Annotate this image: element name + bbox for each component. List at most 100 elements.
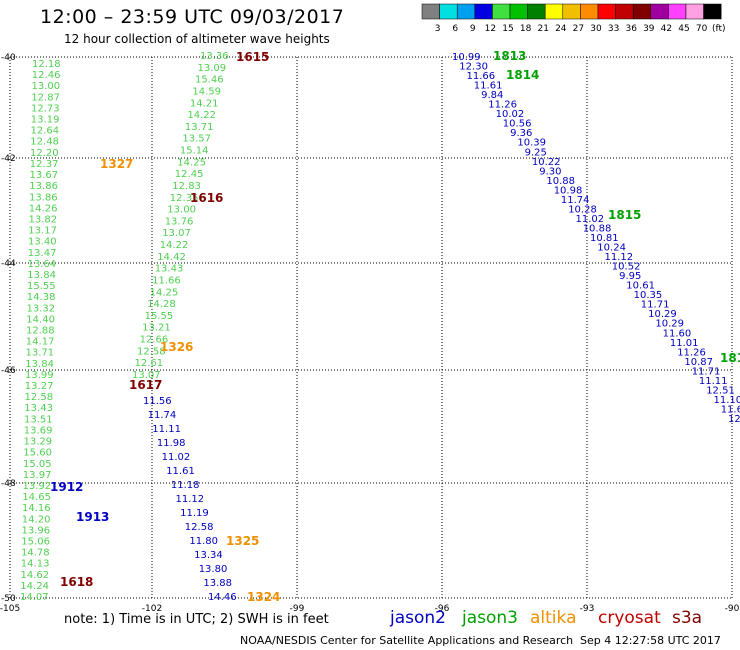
wave-height-label: 12.18 <box>32 59 61 70</box>
wave-height-label: 11.12 <box>605 252 634 263</box>
wave-height-label: 9.25 <box>525 147 547 158</box>
wave-height-label: 12.45 <box>175 169 204 180</box>
wave-height-label: 12.58 <box>185 522 214 533</box>
pass-number: 1615 <box>236 50 269 64</box>
scale-label: 6 <box>452 24 458 34</box>
scale-label: 30 <box>590 24 602 34</box>
lat-label: -50 <box>1 594 16 604</box>
wave-height-label: 11.98 <box>157 438 186 449</box>
wave-height-label: 13.99 <box>25 370 54 381</box>
scale-bin <box>703 3 722 20</box>
wave-height-label: 10.02 <box>496 109 525 120</box>
wave-height-label: 15.46 <box>195 75 224 86</box>
lon-label: -90 <box>725 604 740 614</box>
wave-height-label: 11.66 <box>152 276 181 287</box>
footer-credit: NOAA/NESDIS Center for Satellite Applica… <box>240 634 574 647</box>
wave-height-label: 11.02 <box>576 214 605 225</box>
wave-height-label: 13.07 <box>132 370 161 381</box>
lon-label: -99 <box>290 604 305 614</box>
wave-height-label: 12.66 <box>140 335 169 346</box>
wave-height-label: 13.67 <box>30 170 59 181</box>
legend-cryosat: cryosat <box>598 608 661 628</box>
wave-height-label: 13.32 <box>27 303 56 314</box>
wave-height-label: 13.71 <box>185 122 214 133</box>
wave-height-label: 14.42 <box>157 252 186 263</box>
wave-height-label: 10.98 <box>554 185 583 196</box>
lon-label: -102 <box>142 604 162 614</box>
wave-height-label: 10.99 <box>452 52 481 63</box>
wave-height-label: 10.28 <box>568 204 597 215</box>
wave-height-label: 13.00 <box>32 81 61 92</box>
wave-height-label: 11.02 <box>162 452 191 463</box>
scale-label: 33 <box>608 24 619 34</box>
wave-height-label: 11.11 <box>152 424 181 435</box>
wave-height-label: 13.71 <box>26 348 55 359</box>
pass-number: 1815 <box>608 208 641 222</box>
wave-height-label: 14.59 <box>192 86 221 97</box>
legend-jason3: jason3 <box>462 608 518 628</box>
pass-number: 1325 <box>226 534 259 548</box>
wave-height-label: 13.86 <box>29 181 58 192</box>
lat-label: -48 <box>1 479 16 489</box>
wave-height-label: 10.88 <box>583 224 612 235</box>
wave-height-label: 14.26 <box>29 203 58 214</box>
wave-height-label: 10.39 <box>517 138 546 149</box>
wave-height-label: 14.13 <box>21 559 50 570</box>
wave-height-label: 13.17 <box>28 226 57 237</box>
wave-height-label: 11.10 <box>714 395 740 406</box>
scale-label: 12 <box>485 24 496 34</box>
wave-height-label: 13.47 <box>28 248 57 259</box>
wave-height-label: 14.38 <box>27 292 56 303</box>
wave-height-label: 11.01 <box>670 338 699 349</box>
scale-label: 36 <box>625 24 637 34</box>
wave-height-label: 12.48 <box>30 137 59 148</box>
footer-timestamp: Sep 4 12:27:58 UTC 2017 <box>580 634 721 647</box>
wave-height-label: 14.28 <box>147 299 176 310</box>
wave-height-label: 13.86 <box>29 192 58 203</box>
wave-height-label: 14.20 <box>22 514 51 525</box>
wave-height-label: 11.56 <box>143 396 172 407</box>
scale-label: 42 <box>661 24 672 34</box>
scale-label: 21 <box>537 24 548 34</box>
wave-height-label: 11.6 <box>721 405 740 416</box>
wave-height-label: 13.84 <box>25 359 54 370</box>
wave-height-label: 13.34 <box>194 550 223 561</box>
wave-height-label: 13.19 <box>31 115 60 126</box>
wave-height-label: 11.61 <box>166 466 195 477</box>
wave-height-label: 10.22 <box>532 157 561 168</box>
wave-height-label: 13.40 <box>28 237 57 248</box>
lat-label: -42 <box>1 154 16 164</box>
wave-height-label: 12.87 <box>31 92 60 103</box>
wave-height-label: 11.60 <box>663 328 692 339</box>
wave-height-label: 13.27 <box>25 381 54 392</box>
wave-height-label: 14.25 <box>150 287 179 298</box>
scale-label: 27 <box>573 24 584 34</box>
color-scale: 3 6 9 12 15 18 21 24 27 30 33 36 39 42 45 70 (ft) <box>421 3 726 34</box>
wave-height-label: 9.36 <box>510 128 532 139</box>
wave-height-label: 13.29 <box>24 437 53 448</box>
wave-height-label: 13.64 <box>28 259 57 270</box>
wave-height-label: 13.09 <box>198 63 227 74</box>
lon-label: -96 <box>435 604 450 614</box>
wave-height-label: 10.56 <box>503 119 532 130</box>
pass-number: 1327 <box>100 157 133 171</box>
legend-altika: altika <box>530 608 577 628</box>
wave-height-label: 11.18 <box>171 480 200 491</box>
wave-height-label: 10.81 <box>590 233 619 244</box>
wave-height-label: 13.43 <box>155 264 184 275</box>
wave-height-label: 13.51 <box>24 414 53 425</box>
wave-height-label: 11.66 <box>467 71 496 82</box>
wave-height-label: 11.61 <box>474 81 503 92</box>
scale-label: 15 <box>502 24 513 34</box>
wave-height-label: 13.07 <box>162 228 191 239</box>
scale-label: 3 <box>435 24 441 34</box>
wave-height-label: 12.58 <box>25 392 54 403</box>
pass-number: 1813 <box>493 49 526 63</box>
wave-height-label: 10.29 <box>648 309 677 320</box>
legend-s3a: s3a <box>672 608 703 628</box>
wave-height-label: 12.61 <box>135 358 164 369</box>
wave-height-label: 10.61 <box>626 281 655 292</box>
wave-height-label: 9.95 <box>619 271 641 282</box>
wave-height-label: 13.43 <box>24 403 53 414</box>
